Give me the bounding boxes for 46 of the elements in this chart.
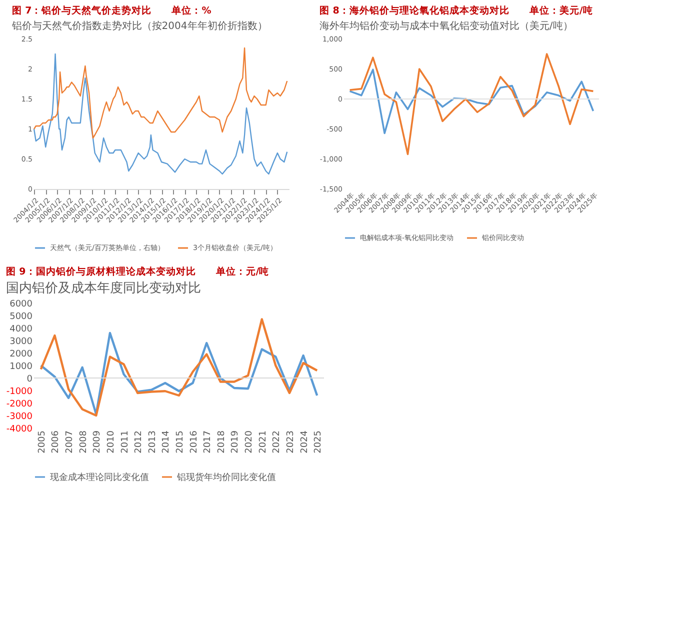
x-tick-label: 2010	[106, 430, 116, 454]
x-tick-label: 2006	[51, 430, 62, 454]
y-tick-label: -1000	[6, 387, 33, 397]
y-tick-label: 5000	[10, 312, 33, 322]
y-tick-label: 1000	[10, 362, 33, 372]
x-tick-label: 2005	[37, 430, 48, 454]
line-series	[348, 68, 594, 134]
line-series	[40, 332, 318, 416]
chart-subtitle: 铝价与天然气价指数走势对比（按2004年年初价折指数）	[10, 20, 268, 32]
line-series	[33, 53, 288, 175]
y-tick-label: 3000	[10, 337, 33, 347]
x-tick-label: 2007	[65, 430, 76, 454]
x-tick-label: 2015	[176, 430, 186, 454]
x-tick-label: 2022	[272, 430, 282, 454]
legend-label: 现金成本理论同比变化值	[50, 472, 149, 483]
x-tick-label: 2025	[314, 430, 324, 454]
y-tick-label: -4000	[6, 424, 33, 434]
chart-title: 图 8：海外铝价与理论氧化铝成本变动对比 单位：美元/吨	[319, 4, 593, 16]
legend-label: 铝现货年均价同比变化值	[176, 472, 276, 483]
chart-title: 图 9：国内铝价与原材料理论成本变动对比 单位：元/吨	[6, 266, 270, 278]
x-tick-label: 2018	[216, 430, 227, 454]
y-tick-label: 0	[26, 374, 33, 384]
x-tick-label: 2008	[78, 430, 89, 454]
y-tick-label: -3000	[6, 412, 33, 422]
x-tick-label: 2011	[120, 430, 130, 454]
x-tick-label: 2024	[300, 430, 310, 454]
chart-subtitle: 国内铝价及成本年度同比变动对比	[6, 280, 201, 296]
line-series	[348, 53, 594, 156]
chart-subtitle: 海外年均铝价变动与成本中氧化铝变动值对比（美元/吨）	[319, 20, 573, 32]
x-tick-label: 2013	[148, 430, 158, 454]
y-tick-label: 4000	[10, 324, 33, 334]
chart-title: 图 7：铝价与天然气价走势对比 单位：%	[12, 4, 212, 16]
x-tick-label: 2023	[286, 430, 296, 454]
line-series	[33, 47, 288, 139]
line-series	[40, 318, 318, 417]
x-tick-label: 2020	[244, 430, 255, 454]
x-tick-label: 2019	[230, 430, 241, 454]
y-tick-label: -2000	[6, 400, 33, 410]
x-tick-label: 2012	[134, 430, 144, 454]
y-tick-label: 2000	[10, 350, 33, 360]
x-tick-label: 2017	[203, 430, 214, 454]
x-tick-label: 2009	[92, 430, 103, 454]
x-tick-label: 2014	[162, 430, 172, 454]
y-tick-label: 6000	[10, 300, 33, 310]
x-tick-label: 2021	[258, 430, 268, 454]
x-tick-label: 2016	[189, 430, 200, 454]
